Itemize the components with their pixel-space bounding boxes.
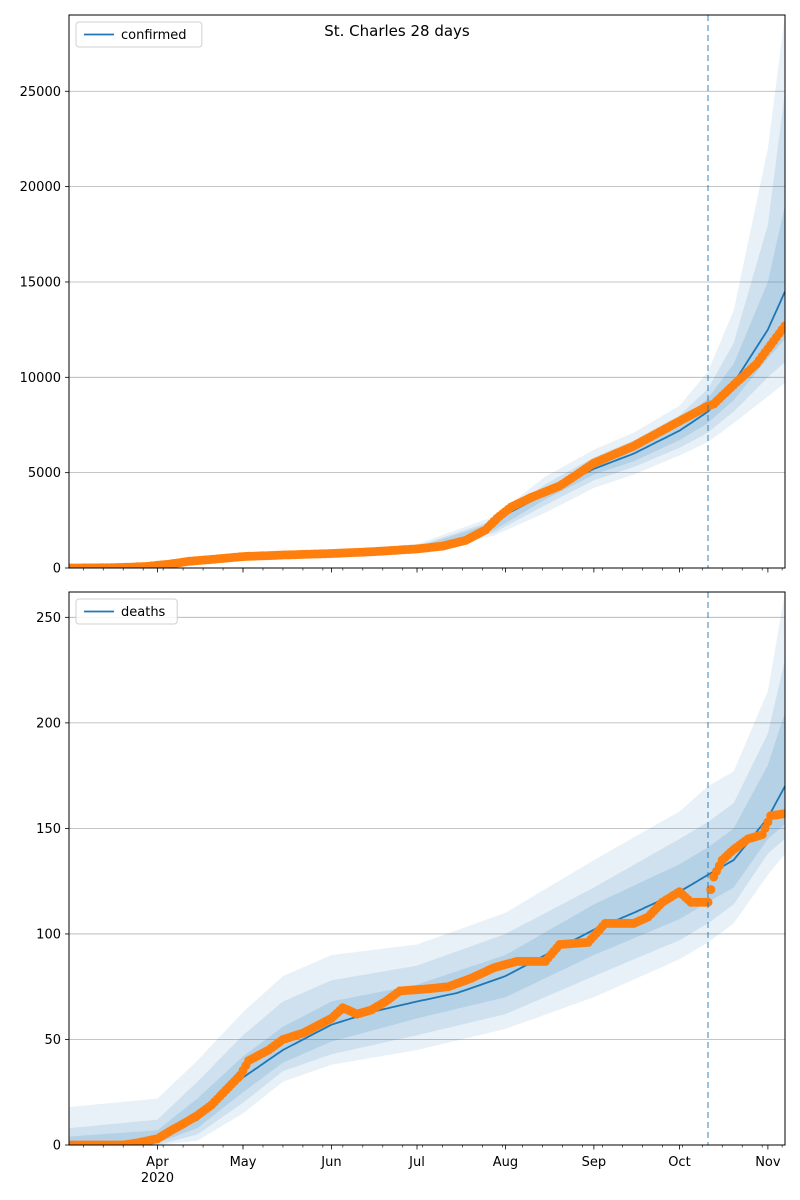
uncertainty-band — [69, 712, 785, 1145]
x-tick-label: Jul — [408, 1155, 425, 1170]
x-tick-label: Apr — [146, 1155, 169, 1170]
observed-point — [780, 321, 785, 331]
y-tick-label: 100 — [36, 927, 61, 942]
x-tick-label: Oct — [668, 1155, 690, 1170]
y-tick-label: 5000 — [28, 466, 61, 481]
y-tick-label: 250 — [36, 611, 61, 626]
y-tick-label: 15000 — [20, 275, 61, 290]
y-tick-label: 10000 — [20, 371, 61, 386]
uncertainty-band — [69, 592, 785, 1145]
legend-label: deaths — [121, 605, 166, 620]
uncertainty-band — [69, 659, 785, 1145]
legend-box — [75, 21, 203, 48]
x-tick-label: Sep — [582, 1155, 607, 1170]
axes-frame — [68, 14, 786, 569]
plot-area — [69, 15, 785, 568]
confirmed-panel: 0 5000 10000 15000 20000 25000 confirmed — [20, 14, 786, 577]
axes-frame — [68, 591, 786, 1146]
y-tick-label: 150 — [36, 822, 61, 837]
x-tick-label: Aug — [493, 1155, 518, 1170]
x-year-label: 2020 — [141, 1171, 174, 1186]
y-tick-label: 25000 — [20, 85, 61, 100]
plot-area — [69, 592, 785, 1145]
y-tick-label: 50 — [44, 1033, 61, 1048]
y-tick-label: 0 — [53, 562, 61, 577]
deaths-panel: 0 50 100 150 200 250 Apr May Jun Jul Aug Sep Oct Nov 2… — [36, 591, 786, 1186]
x-tick-label: Jun — [320, 1155, 341, 1170]
y-tick-label: 20000 — [20, 180, 61, 195]
y-tick-label: 0 — [53, 1139, 61, 1154]
legend-box — [75, 598, 178, 625]
y-tick-label: 200 — [36, 716, 61, 731]
legend-label: confirmed — [121, 28, 187, 43]
x-tick-label: May — [230, 1155, 257, 1170]
x-tick-label: Nov — [755, 1155, 781, 1170]
figure-title: St. Charles 28 days — [324, 22, 470, 40]
observed-point — [780, 809, 785, 819]
